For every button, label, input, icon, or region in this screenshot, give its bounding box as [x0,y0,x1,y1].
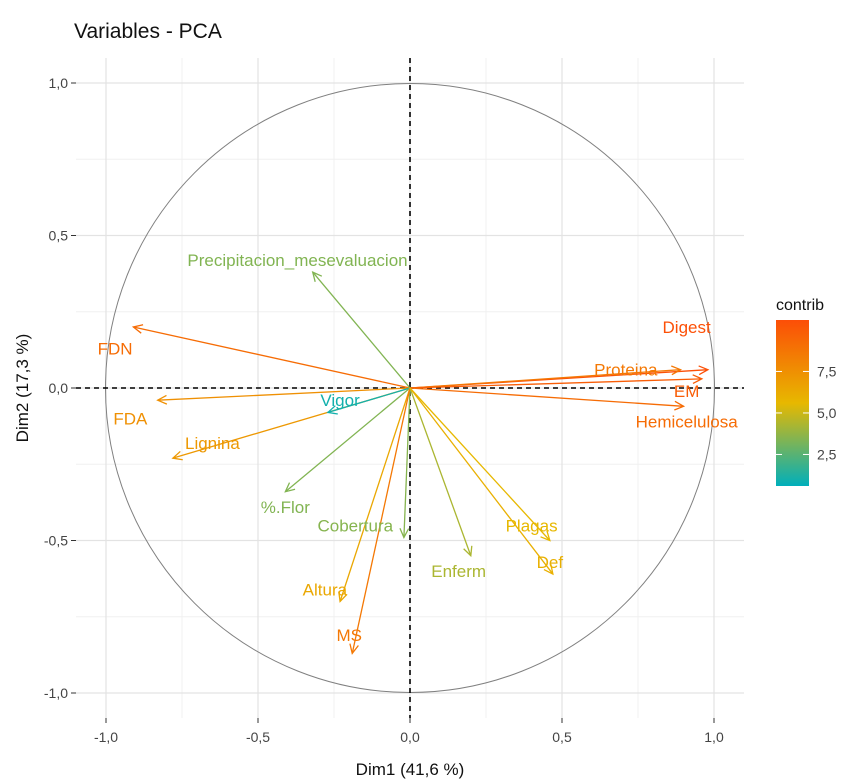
variable-labels: Digest Proteina EM Hemicelulosa FDN FDA Lignin… [98,251,739,645]
variable-arrows [131,270,710,655]
x-tick-label: 1,0 [704,729,724,745]
x-tick-label: -0,5 [246,729,270,745]
arrow-vigor [326,387,411,415]
arrow-em [409,374,704,389]
y-tick-label: 0,0 [49,380,69,396]
arrow-head [674,400,686,411]
arrow-head [692,374,704,385]
arrow-shaft [284,387,411,493]
arrow-head [399,528,410,539]
plot-panel: Digest Proteina EM Hemicelulosa FDN FDA Lignin… [76,58,744,718]
arrow-precipitacion-mesevaluacion [311,270,411,389]
arrow-shaft [409,369,681,389]
arrow-shaft [312,271,411,389]
arrow-shaft [157,387,411,401]
y-axis-title: Dim2 (17,3 %) [13,334,32,443]
arrow-shaft [409,387,551,541]
arrow-head [349,643,359,655]
y-tick-label: -0,5 [44,533,68,549]
x-tick-label: 0,5 [552,729,572,745]
arrow-head [171,450,183,461]
y-axis: 1,0 0,5 0,0 -0,5 -1,0 [44,75,76,701]
arrow-hemicelulosa [409,387,686,411]
variable-label: Enferm [431,562,486,581]
arrow-enferm [409,387,473,558]
arrow-shaft [327,387,411,414]
chart-title: Variables - PCA [74,20,222,43]
arrow-shaft [409,387,554,575]
arrow-head [540,530,551,542]
arrow-head [156,394,168,405]
variable-label: Digest [663,318,711,337]
variable-label: FDN [98,339,133,358]
arrow-shaft [409,387,472,556]
arrow-head [131,324,144,334]
arrow-ms [349,387,411,655]
legend-tick-label: 5,0 [817,405,837,421]
y-tick-label: -1,0 [44,685,68,701]
y-tick-label: 1,0 [49,75,69,91]
variable-label: Hemicelulosa [636,413,739,432]
legend-tick-label: 2,5 [817,446,837,462]
y-tick-label: 0,5 [49,228,69,244]
x-axis-title: Dim1 (41,6 %) [356,760,465,779]
variable-label: Vigor [320,391,360,410]
arrow-fdn [131,324,411,389]
variable-label: Plagas [506,516,558,535]
variable-label: Proteina [594,361,658,380]
legend-title: contrib [776,297,824,314]
arrow-head [463,545,473,558]
variable-label: %.Flor [261,498,310,517]
variable-label: Precipitacion_mesevaluacion [187,251,407,270]
variable-label: FDA [113,410,148,429]
y-axis-ticks: 1,0 0,5 0,0 -0,5 -1,0 [44,75,76,701]
arrow-head [543,564,554,576]
arrow-proteina [409,365,683,389]
arrow-def [409,387,554,576]
arrow-fda [156,387,411,405]
legend-tick-label: 7,5 [817,363,837,379]
arrow-shaft [351,387,411,654]
arrow-head [311,270,323,282]
arrow-head [326,405,338,415]
arrow--flor [284,387,411,493]
arrow-head [698,365,710,376]
arrow-shaft [133,326,411,389]
legend: contrib 2,5 5,0 7,5 [776,297,837,486]
variable-label: Lignina [185,434,240,453]
arrow-head [284,482,296,493]
x-axis: -1,0 -0,5 0,0 0,5 1,0 [94,718,724,745]
arrow-head [671,365,683,376]
x-tick-label: 0,0 [400,729,420,745]
arrow-shaft [409,378,702,389]
variable-label: Cobertura [317,516,393,535]
variable-label: Altura [303,580,348,599]
x-tick-label: -1,0 [94,729,118,745]
variable-label: EM [674,382,700,401]
x-axis-ticks: -1,0 -0,5 0,0 0,5 1,0 [94,718,724,745]
arrow-altura [338,387,411,603]
variable-label: Def [537,553,564,572]
legend-ticks: 2,5 5,0 7,5 [776,363,837,462]
variable-label: MS [336,626,362,645]
arrow-plagas [409,387,551,542]
arrow-shaft [409,387,684,407]
arrow-head [338,591,348,603]
legend-colorbar [776,320,809,486]
arrow-shaft [339,387,411,602]
arrow-shaft [403,387,411,538]
arrow-cobertura [399,387,411,539]
